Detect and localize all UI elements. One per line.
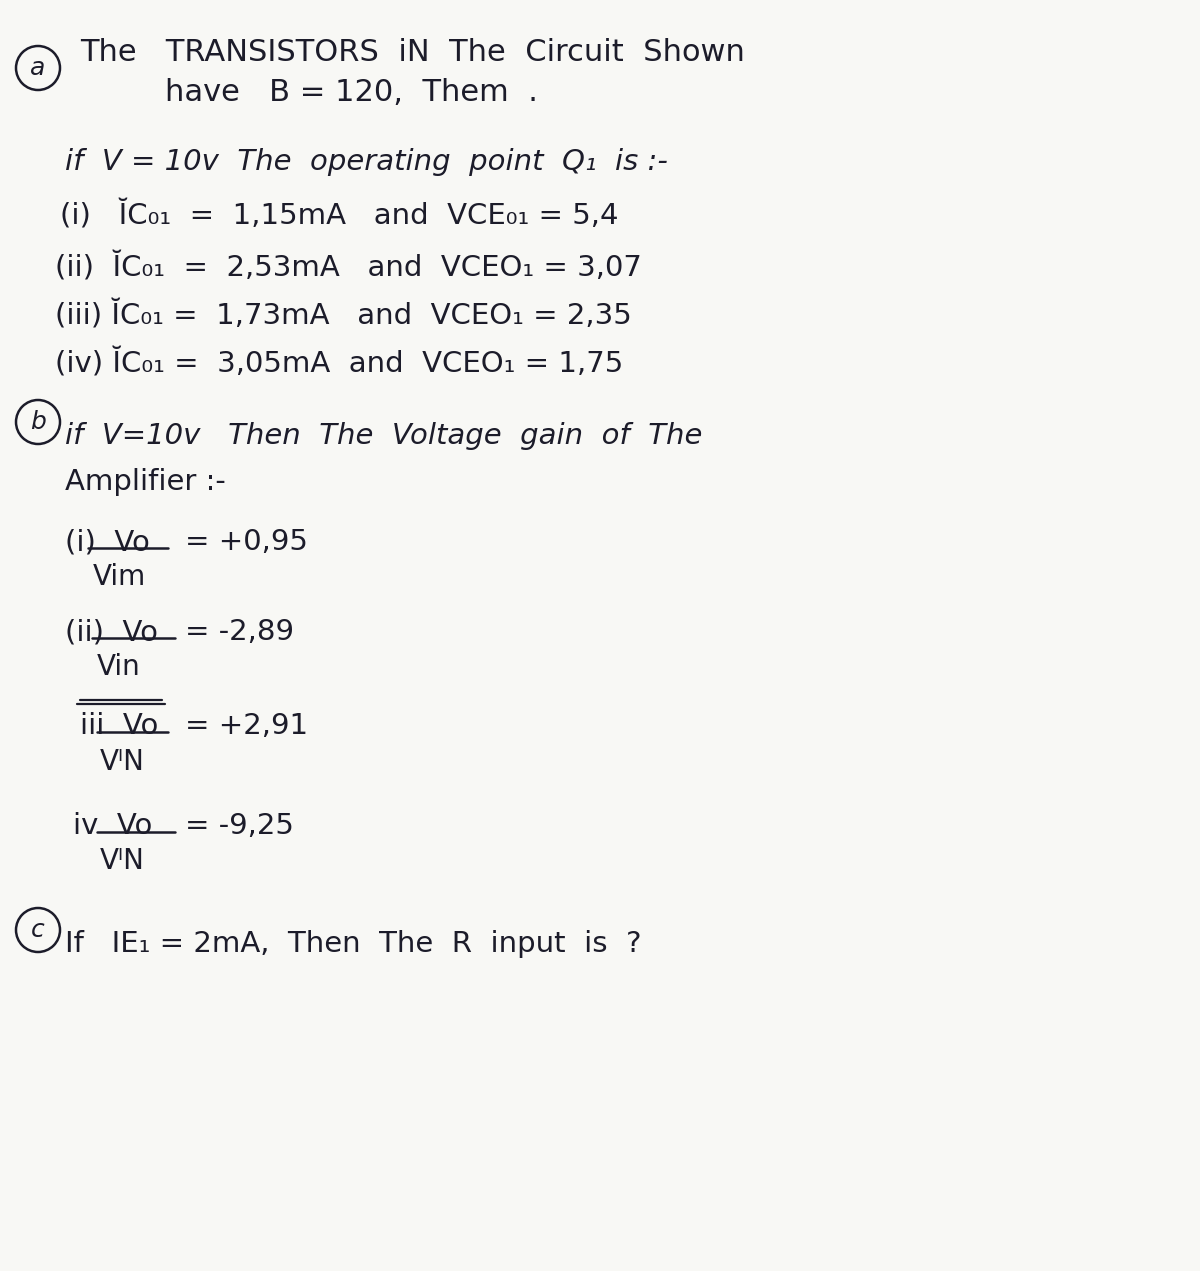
Text: iii  Vo: iii Vo	[80, 712, 158, 740]
Text: = +0,95: = +0,95	[185, 527, 308, 555]
Text: Vim: Vim	[94, 563, 146, 591]
Text: (i)  Vo: (i) Vo	[65, 527, 150, 555]
Text: a: a	[30, 56, 46, 80]
Text: (ii)  Vo: (ii) Vo	[65, 618, 158, 646]
Text: = -9,25: = -9,25	[185, 812, 294, 840]
Text: b: b	[30, 411, 46, 433]
Text: if  V=10v   Then  The  Voltage  gain  of  The: if V=10v Then The Voltage gain of The	[65, 422, 702, 450]
Text: Amplifier :-: Amplifier :-	[65, 468, 226, 496]
Text: have   B = 120,  Them  .: have B = 120, Them .	[166, 78, 538, 107]
Text: (ii)  ĬC₀₁  =  2,53mA   and  VCEO₁ = 3,07: (ii) ĬC₀₁ = 2,53mA and VCEO₁ = 3,07	[55, 252, 642, 282]
Text: VᴵN: VᴵN	[100, 749, 145, 777]
Text: (iii) ĬC₀₁ =  1,73mA   and  VCEO₁ = 2,35: (iii) ĬC₀₁ = 1,73mA and VCEO₁ = 2,35	[55, 300, 631, 330]
Text: c: c	[31, 918, 44, 942]
Text: = -2,89: = -2,89	[185, 618, 294, 646]
Text: The   TRANSISTORS  iN  The  Circuit  Shown: The TRANSISTORS iN The Circuit Shown	[80, 38, 745, 67]
Text: If   IE₁ = 2mA,  Then  The  R  input  is  ?: If IE₁ = 2mA, Then The R input is ?	[65, 930, 642, 958]
Text: if  V = 10v  The  operating  point  Q₁  is :-: if V = 10v The operating point Q₁ is :-	[65, 147, 668, 175]
Text: VᴵN: VᴵN	[100, 846, 145, 874]
Text: = +2,91: = +2,91	[185, 712, 308, 740]
Text: (iv) ĬC₀₁ =  3,05mA  and  VCEO₁ = 1,75: (iv) ĬC₀₁ = 3,05mA and VCEO₁ = 1,75	[55, 348, 623, 377]
Text: iv  Vo: iv Vo	[73, 812, 152, 840]
Text: (i)   ĬC₀₁  =  1,15mA   and  VCE₀₁ = 5,4: (i) ĬC₀₁ = 1,15mA and VCE₀₁ = 5,4	[60, 200, 618, 230]
Text: Vin: Vin	[97, 653, 140, 681]
